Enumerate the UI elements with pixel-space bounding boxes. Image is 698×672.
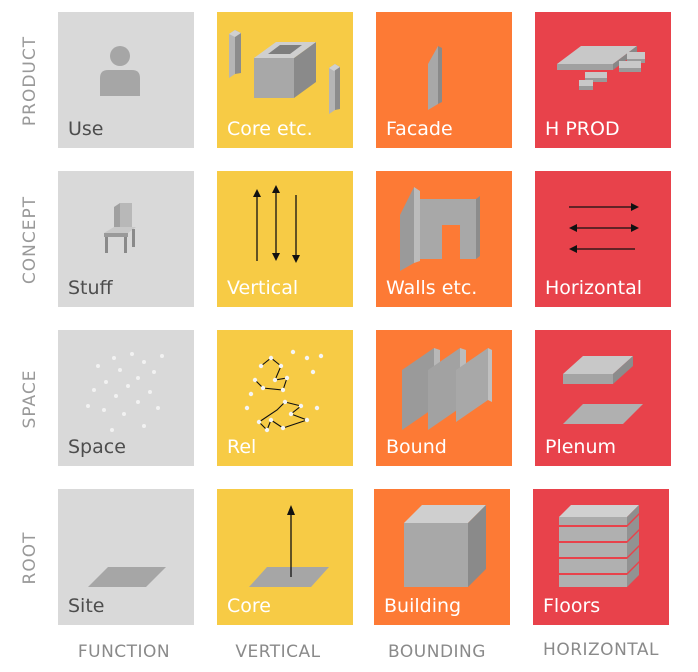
tile-root-horizontal: Floors (533, 489, 669, 625)
tile-label: Bound (386, 436, 447, 458)
row-label-root: ROOT (20, 531, 40, 585)
tile-space-function: Space (58, 330, 194, 466)
tile-product-vertical: Core etc. (217, 12, 353, 148)
floors-stack-icon (559, 505, 639, 587)
row-label-concept: CONCEPT (20, 195, 40, 285)
horizontal-arrows-icon (569, 203, 639, 253)
tile-product-horizontal: H PROD (535, 12, 671, 148)
tile-label: Walls etc. (386, 277, 478, 299)
tile-root-bounding: Building (374, 489, 510, 625)
plenum-slabs-icon (563, 356, 643, 424)
tile-concept-vertical: Vertical (217, 171, 353, 307)
core-box-icon (229, 30, 340, 114)
walls-icon (400, 187, 480, 271)
tile-product-function: Use (58, 12, 194, 148)
tile-label: Building (384, 595, 462, 617)
tile-label: Rel (227, 436, 257, 458)
column-label-horizontal: HORIZONTAL (543, 640, 659, 660)
tile-label: Plenum (545, 436, 617, 458)
tile-root-function: Site (58, 489, 194, 625)
person-icon (100, 46, 140, 96)
tile-label: Space (68, 436, 126, 458)
tile-space-horizontal: Plenum (535, 330, 671, 466)
row-label-space: SPACE (20, 369, 40, 429)
tile-label: Stuff (68, 277, 113, 299)
boundary-panels-icon (402, 348, 492, 430)
tile-label: Site (68, 595, 105, 617)
tile-space-vertical: Rel (217, 330, 353, 466)
site-plane-icon (88, 567, 166, 587)
vertical-arrows-icon (253, 185, 300, 263)
tile-concept-function: Stuff (58, 171, 194, 307)
tile-label: Use (68, 118, 104, 140)
tile-product-bounding: Facade (376, 12, 512, 148)
tile-label: Core etc. (227, 118, 313, 140)
tile-root-vertical: Core (217, 489, 353, 625)
tile-concept-horizontal: Horizontal (535, 171, 671, 307)
column-label-bounding: BOUNDING (388, 642, 486, 662)
column-label-vertical: VERTICAL (235, 642, 321, 662)
tile-label: Core (227, 595, 271, 617)
relation-graph-icon (244, 349, 324, 433)
tile-concept-bounding: Walls etc. (376, 171, 512, 307)
tile-label: Horizontal (545, 277, 643, 299)
horizontal-product-icon (557, 46, 645, 90)
chair-icon (104, 203, 136, 253)
point-cloud-icon (86, 352, 164, 432)
core-arrow-icon (249, 505, 329, 587)
facade-panel-icon (428, 46, 442, 110)
column-label-function: FUNCTION (77, 642, 171, 662)
tile-label: Floors (543, 595, 601, 617)
building-cube-icon (404, 505, 486, 587)
row-label-product: PRODUCT (20, 35, 40, 127)
tile-space-bounding: Bound (376, 330, 512, 466)
tile-label: Facade (386, 118, 453, 140)
tile-label: Vertical (227, 277, 299, 299)
tile-label: H PROD (545, 118, 620, 140)
